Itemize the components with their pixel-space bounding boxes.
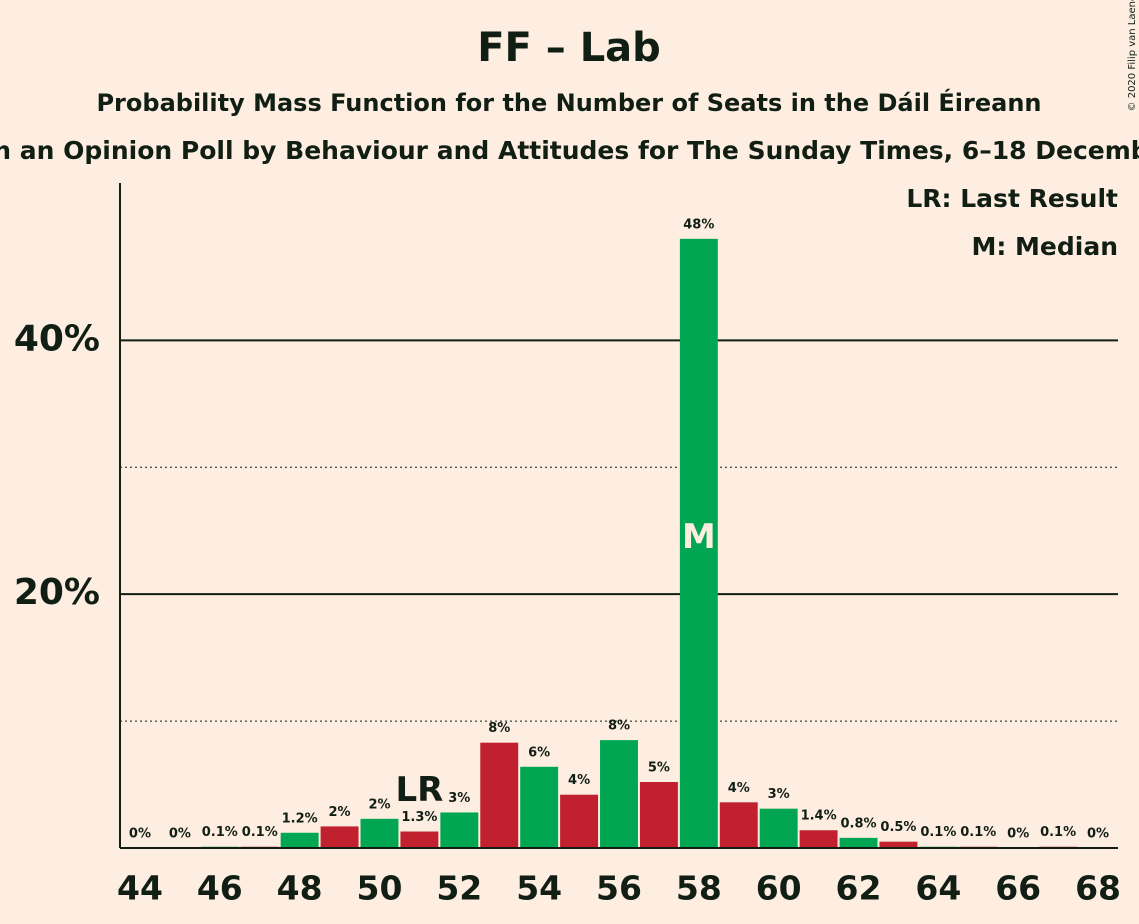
y-tick-label: 40% (14, 318, 100, 359)
bar (600, 740, 638, 848)
bar (879, 841, 918, 848)
legend-entry: M: Median (971, 232, 1118, 261)
bar (360, 818, 399, 848)
x-tick-label: 66 (995, 869, 1041, 908)
value-label: 8% (488, 721, 510, 736)
bar (400, 831, 439, 848)
value-label: 1.2% (282, 811, 318, 826)
bar (480, 742, 519, 848)
x-tick-label: 44 (117, 869, 163, 908)
value-label: 0% (169, 827, 191, 842)
x-tick-label: 68 (1075, 869, 1121, 908)
chart-subtitle: Based on an Opinion Poll by Behaviour an… (0, 136, 1139, 165)
bar (839, 837, 878, 848)
value-label: 0% (129, 827, 151, 842)
x-tick-label: 60 (756, 869, 802, 908)
value-label: 2% (329, 805, 351, 820)
bar (320, 826, 359, 848)
x-tick-label: 50 (357, 869, 403, 908)
annotation: LR (395, 770, 443, 810)
bar (799, 830, 838, 848)
value-label: 8% (608, 719, 630, 734)
bar (719, 802, 758, 848)
value-label: 3% (448, 791, 470, 806)
credit: © 2020 Filip van Laenen (1127, 0, 1138, 111)
value-label: 5% (648, 761, 670, 776)
value-label: 0.1% (960, 825, 996, 840)
x-tick-label: 52 (436, 869, 482, 908)
annotation: M (682, 517, 716, 557)
value-label: 0% (1087, 827, 1109, 842)
value-label: 2% (368, 797, 390, 812)
bar (520, 766, 559, 848)
bar (440, 812, 479, 848)
value-label: 48% (683, 217, 714, 232)
x-tick-label: 64 (915, 869, 961, 908)
value-label: 1.3% (401, 810, 437, 825)
value-label: 0.1% (242, 825, 278, 840)
value-label: 0.1% (202, 825, 238, 840)
x-tick-label: 54 (516, 869, 562, 908)
value-label: 4% (568, 773, 590, 788)
bar (639, 782, 678, 848)
value-label: 1.4% (801, 809, 837, 824)
value-label: 3% (768, 787, 790, 802)
value-label: 0.8% (840, 816, 876, 831)
bar (560, 794, 599, 848)
value-label: 0% (1007, 827, 1029, 842)
value-label: 4% (728, 781, 750, 796)
bar (679, 238, 718, 848)
y-tick-label: 20% (14, 572, 100, 613)
bar (280, 832, 319, 848)
chart-subtitle: Probability Mass Function for the Number… (96, 88, 1041, 117)
chart-title: FF – Lab (477, 25, 661, 71)
x-tick-label: 58 (676, 869, 722, 908)
x-tick-label: 48 (277, 869, 323, 908)
legend-entry: LR: Last Result (906, 184, 1118, 213)
x-tick-label: 62 (836, 869, 882, 908)
value-label: 0.5% (880, 820, 916, 835)
value-label: 0.1% (1040, 825, 1076, 840)
bar (759, 808, 798, 848)
x-tick-label: 46 (197, 869, 243, 908)
x-tick-label: 56 (596, 869, 642, 908)
value-label: 0.1% (920, 825, 956, 840)
value-label: 6% (528, 745, 550, 760)
